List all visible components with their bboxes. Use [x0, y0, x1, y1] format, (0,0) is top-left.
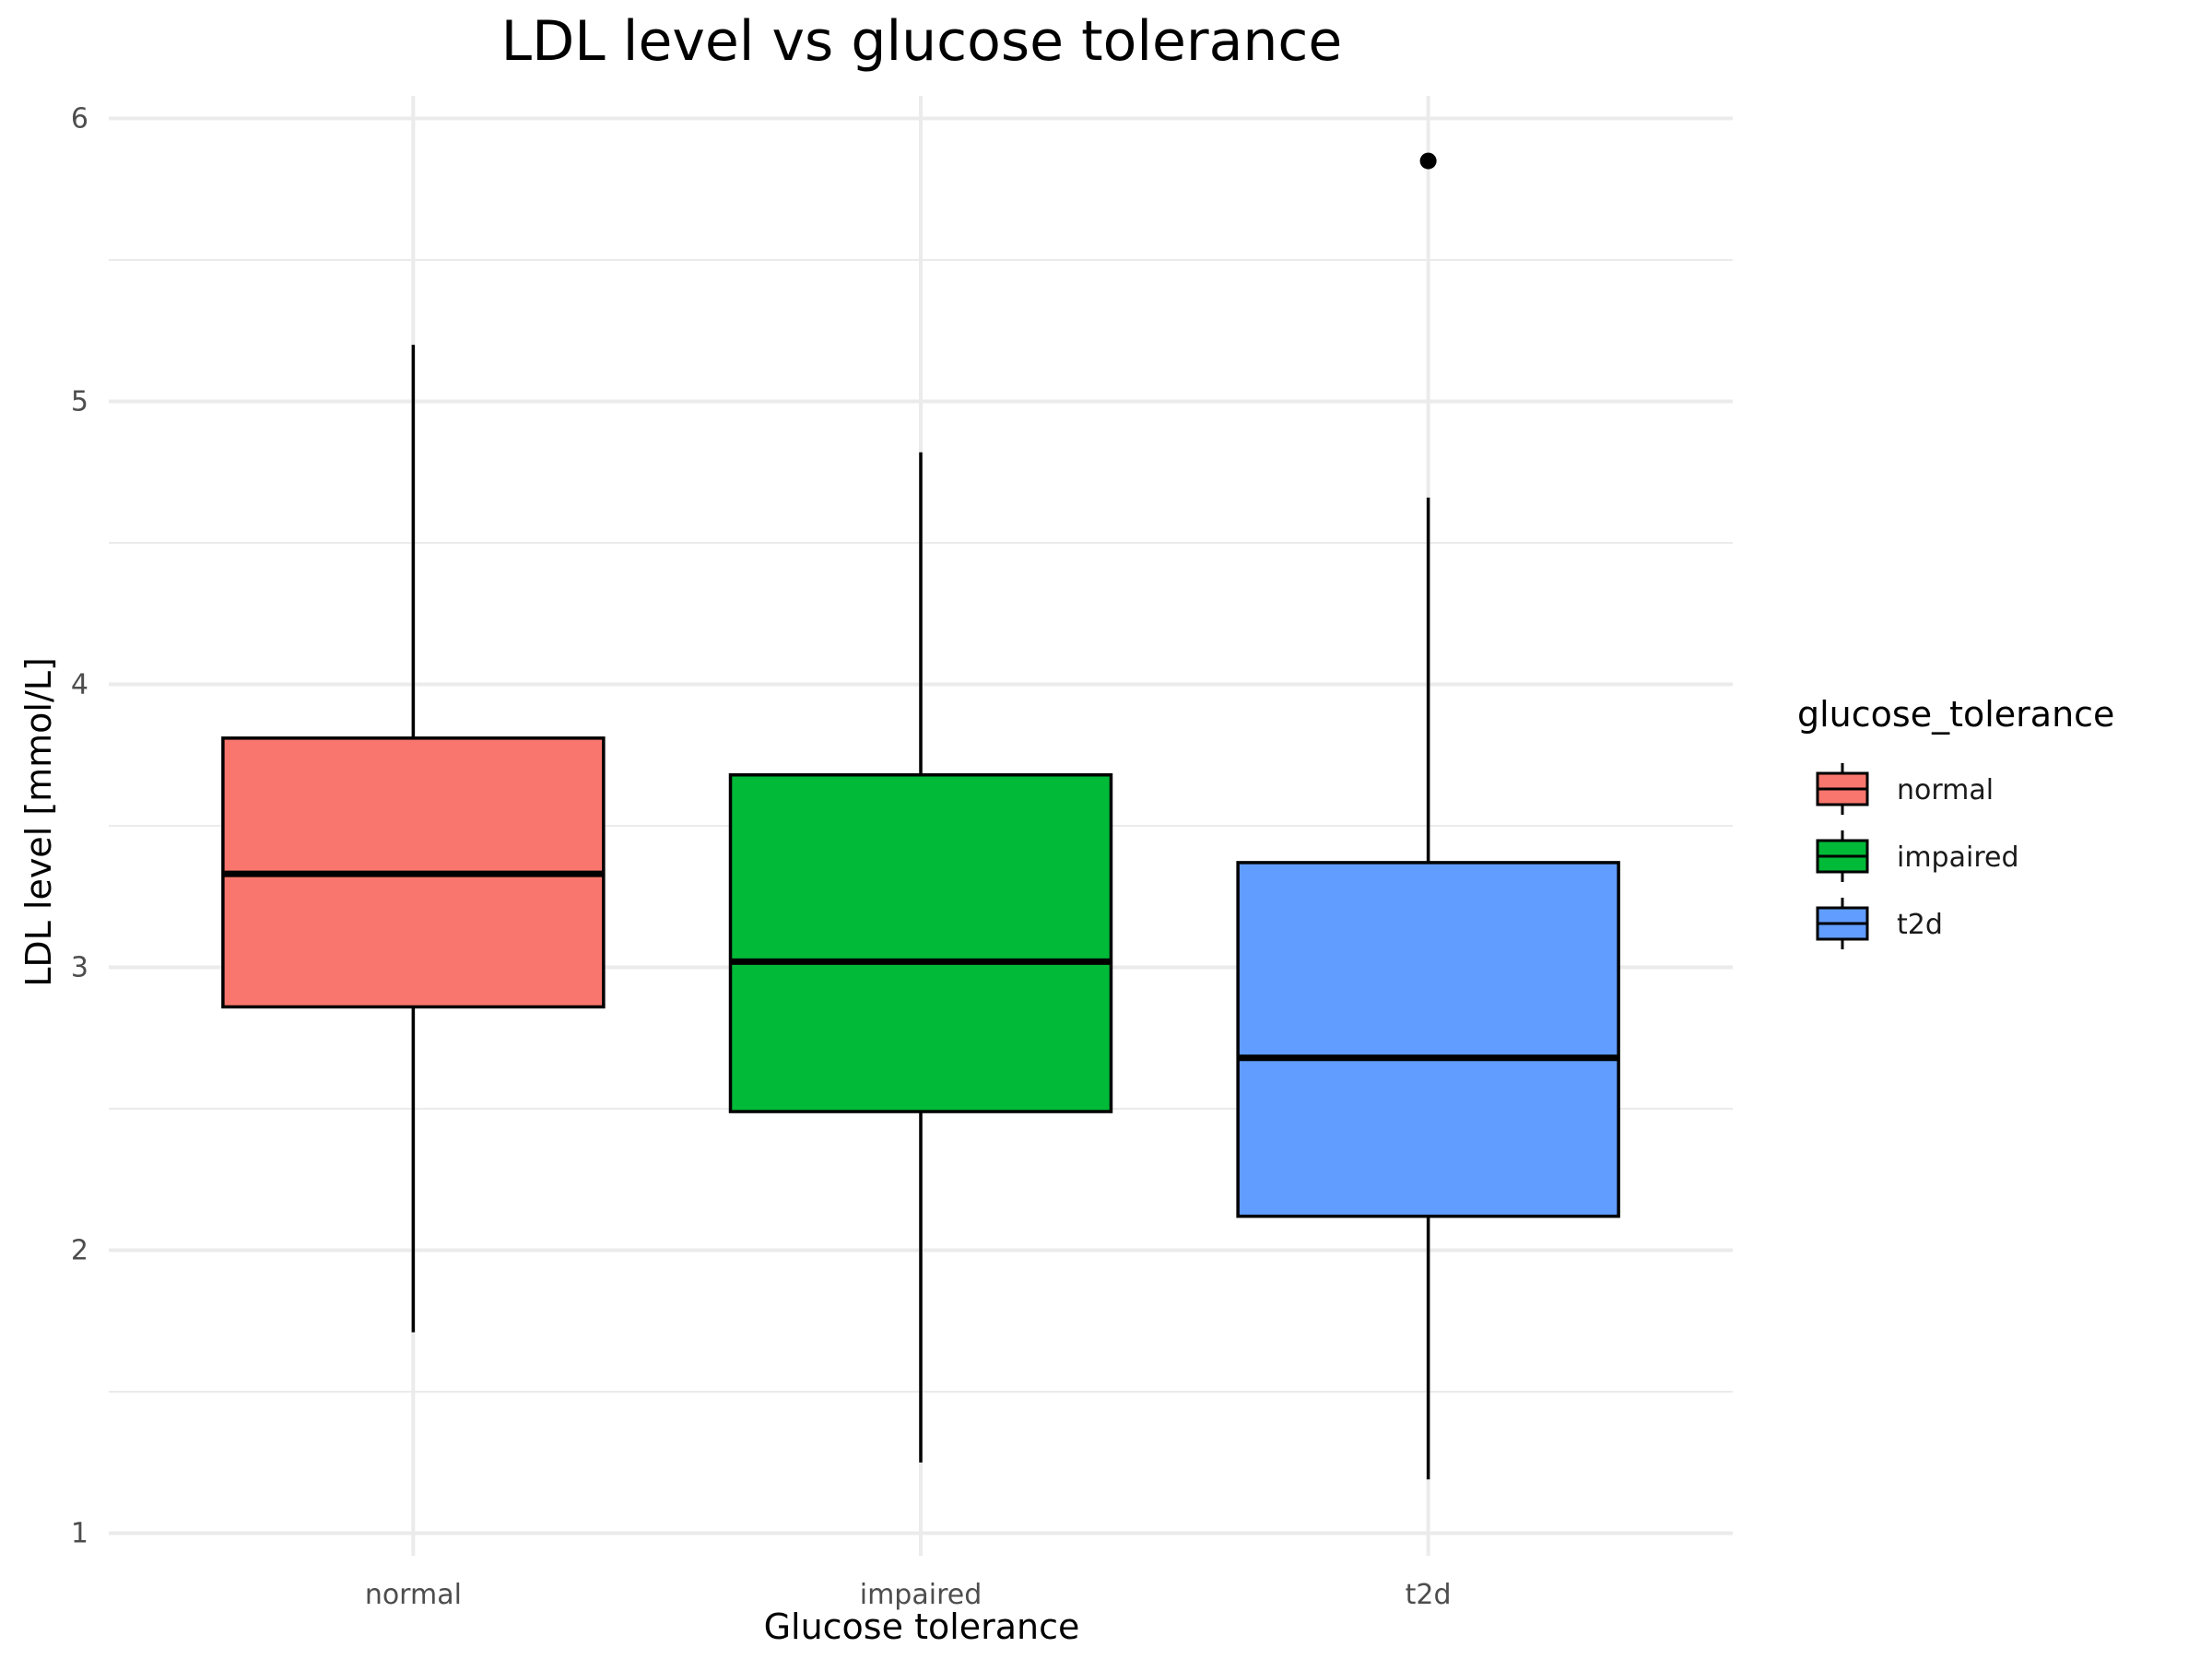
y-tick-label: 5 — [71, 386, 88, 418]
legend-label: t2d — [1897, 909, 1943, 941]
y-tick-label: 2 — [71, 1234, 88, 1266]
y-axis-ticks: 1 2 3 4 5 6 — [71, 103, 88, 1550]
iqr-box — [728, 772, 1113, 1113]
legend-key-t2d — [1816, 898, 1869, 949]
outlier-point — [1419, 152, 1437, 170]
chart-title: LDL level vs glucose tolerance — [501, 9, 1343, 74]
y-tick-label: 1 — [71, 1517, 88, 1549]
x-axis-title: Glucose tolerance — [764, 1606, 1080, 1647]
legend: glucose_tolerance normal impaired t2d — [1797, 694, 2114, 949]
y-tick-label: 4 — [71, 669, 88, 701]
x-tick-label: normal — [365, 1579, 462, 1611]
x-tick-label: impaired — [860, 1579, 982, 1611]
legend-label: impaired — [1897, 841, 2019, 874]
legend-key-normal — [1816, 763, 1869, 815]
box-impaired — [728, 452, 1113, 1463]
x-axis-ticks: normal impaired t2d — [365, 1579, 1452, 1611]
box-t2d — [1236, 152, 1620, 1480]
y-axis-title: LDL level [mmol/L] — [18, 657, 59, 987]
y-tick-label: 6 — [71, 103, 88, 135]
box-normal — [221, 345, 606, 1333]
legend-key-impaired — [1816, 830, 1869, 882]
legend-label: normal — [1897, 774, 1994, 806]
iqr-box — [1236, 861, 1620, 1218]
x-tick-label: t2d — [1406, 1579, 1452, 1611]
boxplot-series — [221, 152, 1620, 1480]
y-tick-label: 3 — [71, 951, 88, 983]
legend-title: glucose_tolerance — [1797, 694, 2114, 735]
